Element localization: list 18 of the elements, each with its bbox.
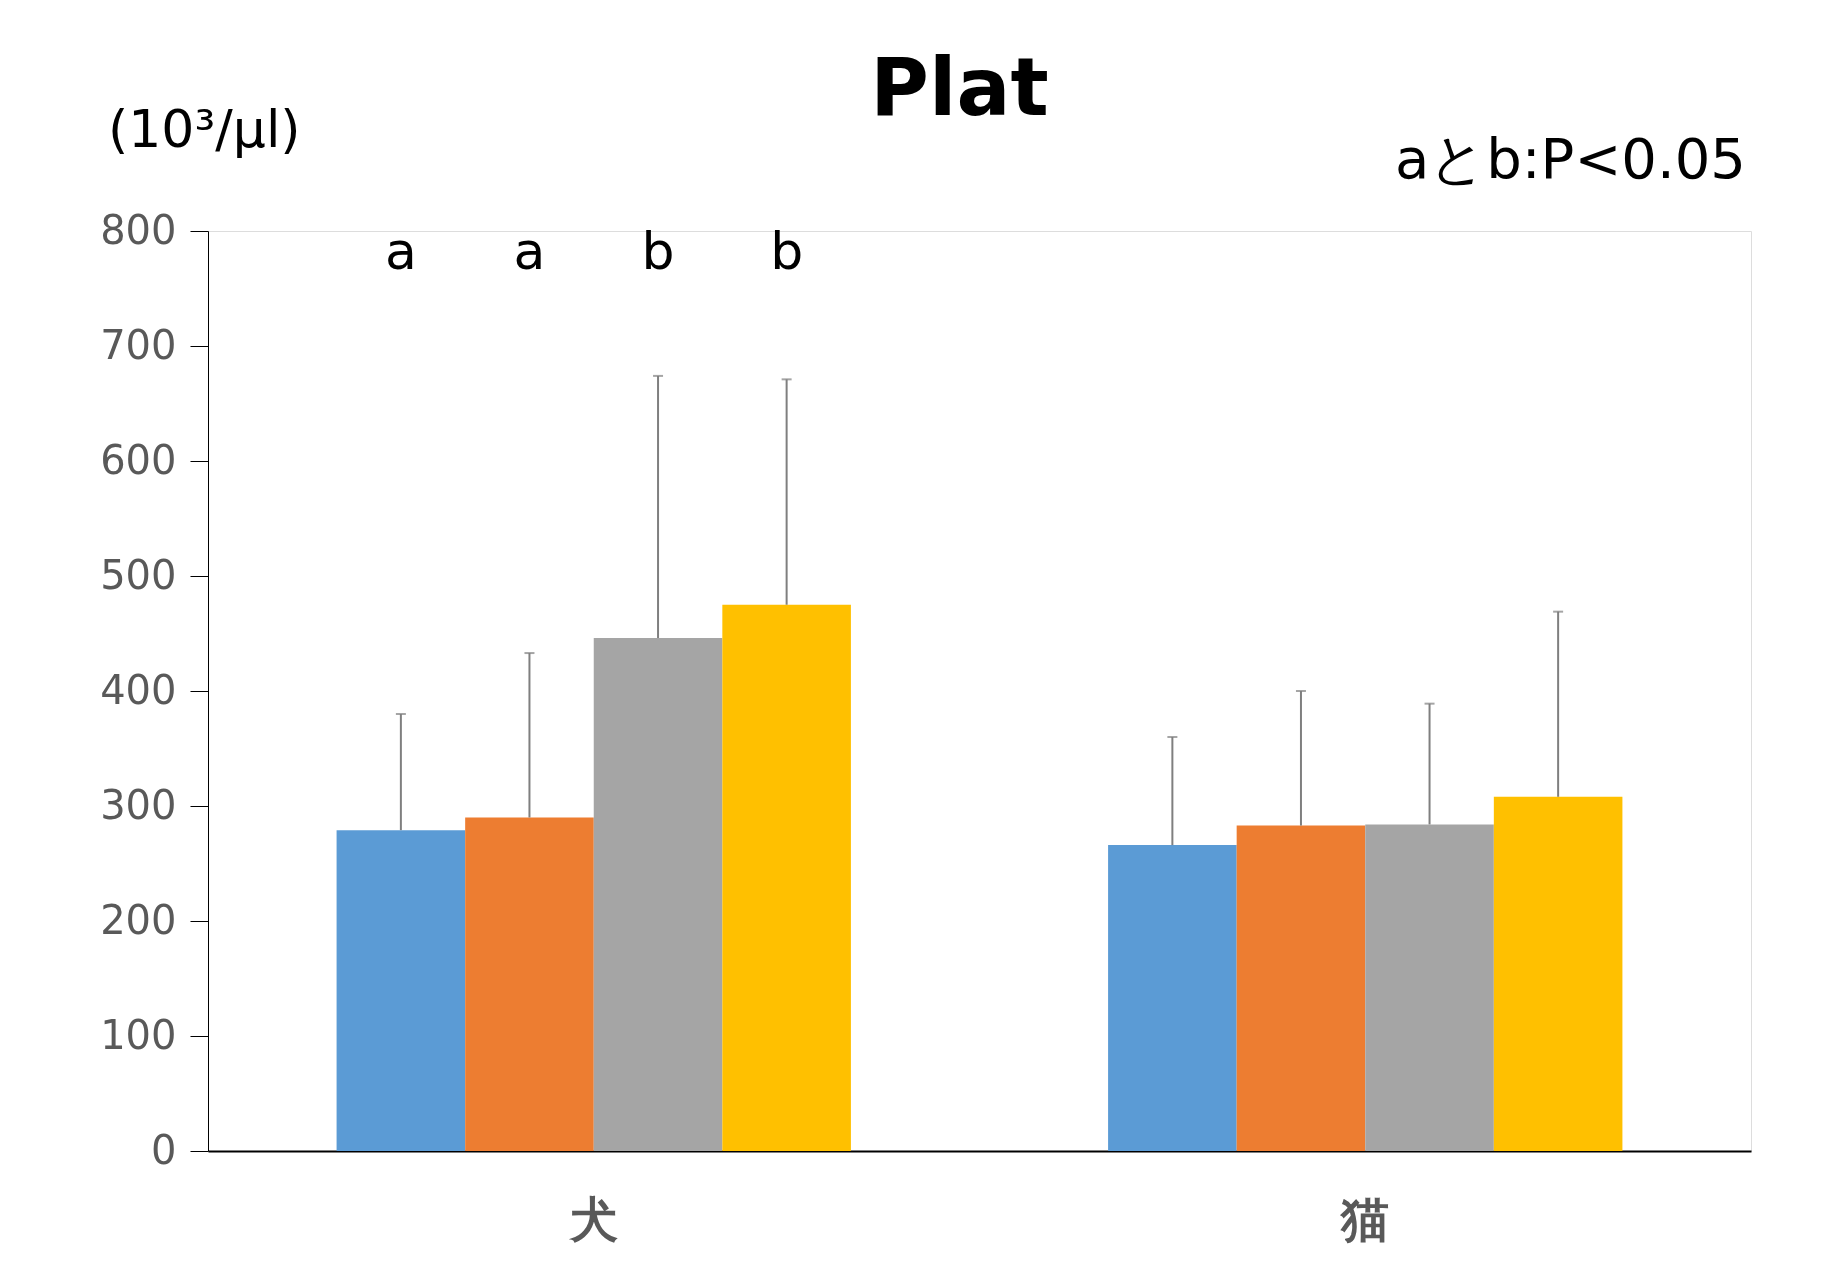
y-tick-label: 100 <box>100 1011 177 1058</box>
y-tick-label: 200 <box>100 896 177 943</box>
y-tick-label: 0 <box>151 1126 177 1173</box>
annotation: a <box>384 221 417 281</box>
y-tick-label: 400 <box>100 666 177 713</box>
y-axis-title: (10³/μl) <box>108 99 301 159</box>
text: aとb:P<0.05 <box>1394 126 1746 191</box>
y-tick-label: 300 <box>100 781 177 828</box>
annotation: b <box>770 221 804 281</box>
y-tick-label: 600 <box>100 436 177 483</box>
x-tick-label: 猫 <box>1339 1190 1390 1247</box>
annotation: b <box>641 221 675 281</box>
annotation: a <box>513 221 546 281</box>
x-tick-label: 犬 <box>567 1190 618 1247</box>
y-tick-label: 500 <box>100 551 177 598</box>
y-tick-label: 800 <box>100 206 177 253</box>
y-tick-label: 700 <box>100 321 177 368</box>
chart-title: Plat <box>870 41 1049 134</box>
